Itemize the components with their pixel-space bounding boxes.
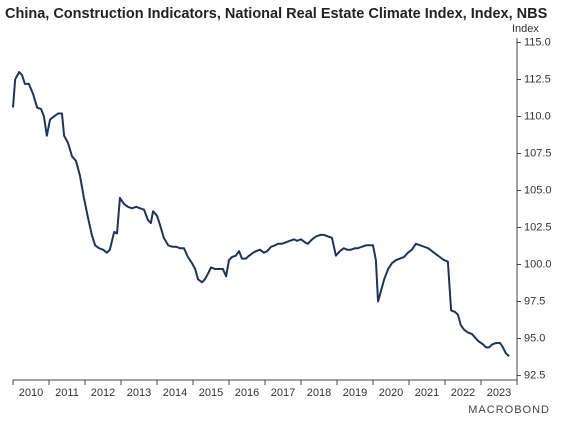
x-tick-label: 2015	[199, 387, 223, 399]
x-tick-label: 2020	[379, 387, 403, 399]
x-tick-label: 2019	[343, 387, 367, 399]
x-tick-label: 2010	[19, 387, 43, 399]
x-tick-label: 2013	[127, 387, 151, 399]
y-tick-label: 95.0	[524, 332, 545, 344]
data-line	[12, 71, 510, 358]
y-tick-label: 92.5	[524, 369, 545, 381]
y-tick-label: 110.0	[524, 110, 551, 122]
x-tick-label: 2012	[91, 387, 115, 399]
y-axis-label: Index	[512, 23, 539, 35]
x-tick-label: 2018	[307, 387, 331, 399]
y-tick-label: 112.5	[524, 73, 551, 85]
x-tick-label: 2014	[163, 387, 187, 399]
y-tick-label: 115.0	[524, 36, 551, 48]
source-logo: MACROBOND	[468, 404, 550, 416]
x-tick-label: 2022	[451, 387, 475, 399]
y-tick-label: 97.5	[524, 295, 545, 307]
y-tick-label: 100.0	[524, 258, 552, 270]
x-tick-label: 2021	[415, 387, 439, 399]
x-tick-label: 2017	[271, 387, 295, 399]
x-tick-label: 2011	[55, 387, 79, 399]
x-tick-label: 2016	[235, 387, 259, 399]
chart-title: China, Construction Indicators, National…	[5, 6, 548, 22]
y-tick-label: 102.5	[524, 221, 552, 233]
y-tick-label: 105.0	[524, 184, 552, 196]
x-tick-label: 2023	[487, 387, 511, 399]
y-tick-label: 107.5	[524, 147, 552, 159]
